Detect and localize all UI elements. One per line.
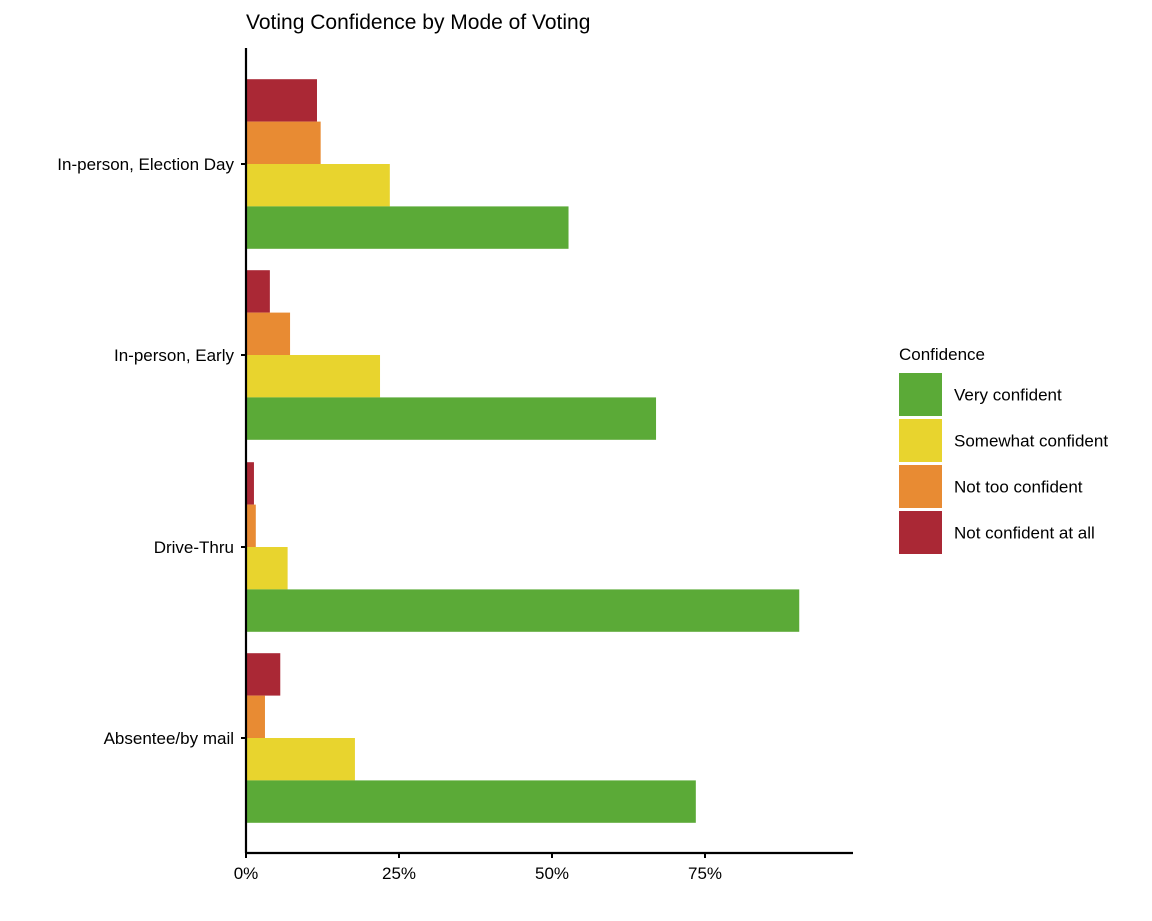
x-tick-label: 25% (382, 864, 416, 883)
bar (246, 504, 256, 547)
legend: Confidence Very confident Somewhat confid… (899, 345, 1108, 554)
bar (246, 312, 291, 355)
bars-group (246, 79, 800, 823)
chart-title: Voting Confidence by Mode of Voting (246, 11, 590, 34)
bar (246, 121, 321, 164)
bar (246, 397, 657, 440)
legend-label: Very confident (954, 386, 1062, 405)
y-tick-label: Drive-Thru (154, 538, 234, 557)
bar (246, 206, 569, 249)
legend-swatch (899, 419, 942, 462)
bar (246, 270, 270, 313)
legend-swatch (899, 465, 942, 508)
bar (246, 355, 381, 398)
bar (246, 164, 390, 207)
legend-title: Confidence (899, 345, 985, 364)
bar (246, 780, 696, 823)
legend-label: Not confident at all (954, 524, 1095, 543)
x-tick-label: 75% (688, 864, 722, 883)
y-tick-label: In-person, Election Day (57, 155, 234, 174)
y-tick-label: In-person, Early (114, 346, 234, 365)
bar (246, 547, 288, 590)
y-tick-label: Absentee/by mail (104, 729, 234, 748)
bar (246, 738, 355, 781)
x-tick-label: 50% (535, 864, 569, 883)
bar (246, 695, 265, 738)
bar (246, 462, 254, 505)
x-tick-label: 0% (234, 864, 259, 883)
legend-label: Not too confident (954, 478, 1083, 497)
bar (246, 589, 800, 632)
bar (246, 79, 317, 122)
legend-swatch (899, 511, 942, 554)
legend-swatch (899, 373, 942, 416)
axes-group: In-person, Election Day In-person, Early D… (57, 48, 853, 883)
bar (246, 653, 281, 696)
legend-label: Somewhat confident (954, 432, 1108, 451)
